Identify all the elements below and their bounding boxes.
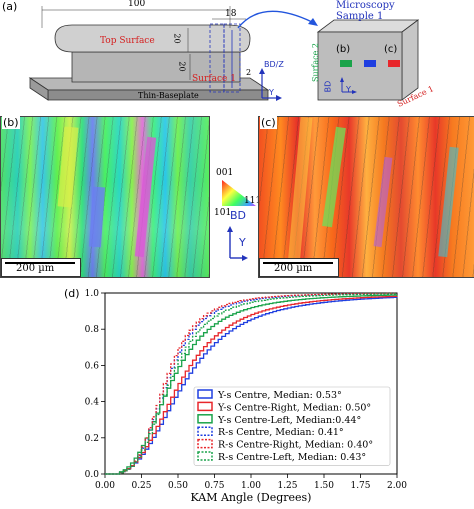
ebsd-map-b	[0, 116, 210, 278]
legend-swatch-4	[197, 426, 213, 436]
y-tick-label: 0.2	[85, 434, 99, 444]
panel-a-label: (a)	[2, 0, 18, 13]
ipf-101: 101	[214, 208, 232, 218]
sample-side	[401, 19, 419, 101]
ipf-axes	[227, 226, 248, 261]
x-tick-label: 1.25	[277, 481, 297, 491]
box-b-label: (b)	[336, 44, 351, 55]
x-tick-label: 0.50	[168, 481, 188, 491]
legend-swatch-1	[197, 389, 213, 399]
marker-green	[340, 60, 352, 67]
legend-box	[193, 386, 391, 466]
dim-width: 20	[172, 33, 182, 44]
marker-blue	[364, 60, 376, 67]
legend-entry-6: R-s Centre-Left, Median: 0.43°	[218, 452, 366, 463]
grain-overlay	[1, 117, 209, 277]
dim-two: 2	[246, 68, 252, 77]
y-tick-label: 0.6	[85, 361, 100, 371]
ipf-001: 001	[216, 168, 234, 178]
panel-d-label: (d)	[64, 287, 80, 300]
dim-length: 100	[128, 0, 146, 9]
bd-rot-label: BD	[323, 80, 333, 93]
legend-entry-4: R-s Centre, Median: 0.41°	[218, 427, 344, 438]
y-small-label: Y	[346, 85, 351, 94]
legend-swatch-6	[197, 451, 213, 461]
grain-cyan-c	[438, 146, 459, 258]
scalebar-b-text: 200 µm	[16, 263, 55, 274]
marker-red	[388, 60, 400, 67]
grain-purple-c	[373, 156, 393, 248]
panel-b-label: (b)	[2, 116, 20, 129]
series-line-1	[105, 296, 398, 475]
dim-height: 20	[177, 61, 187, 72]
microscopy-line2: Sample 1	[336, 11, 384, 22]
ipf-bd: BD	[230, 209, 247, 222]
kam-cdf-chart: 0.00 0.25 0.50 0.75 1.00 1.25 1.50 1.75 2.00 0.0 0…	[85, 289, 408, 504]
series-line-6	[105, 293, 397, 475]
y-tick-label: 0.8	[85, 325, 100, 335]
legend-swatch-2	[197, 401, 213, 412]
x-tick-label: 2.00	[387, 481, 407, 491]
legend-entry-2: Y-s Centre-Right, Median: 0.50°	[217, 402, 371, 413]
microscopy-line1: Microscopy	[336, 0, 395, 11]
ipf-y: Y	[239, 236, 246, 249]
legend-swatch-3	[197, 414, 213, 424]
series-line-2	[105, 295, 398, 475]
legend-entry-1: Y-s Centre, Median: 0.53°	[217, 390, 342, 401]
y-axis-label: Y	[269, 88, 274, 97]
top-surface-label: Top Surface	[100, 36, 155, 46]
x-tick-label: 1.50	[314, 481, 334, 491]
x-axis-label: KAM Angle (Degrees)	[191, 491, 312, 504]
scalebar-c-line	[263, 262, 333, 264]
bdz-label: BD/Z	[264, 60, 284, 69]
ebsd-map-c	[258, 116, 474, 278]
legend-entry-3: Y-s Centre-Left, Median:0.44°	[217, 415, 361, 426]
baseplate-side	[29, 77, 49, 101]
surface1-label: Surface 1	[192, 74, 236, 84]
y-tick-label: 1.0	[85, 289, 100, 299]
link-arrow	[237, 10, 313, 29]
dim-section: 18	[225, 9, 237, 19]
y-tick-label: 0.0	[85, 470, 100, 480]
baseplate-label: Thin-Baseplate	[138, 91, 199, 100]
x-tick-label: 0.75	[204, 481, 224, 491]
x-tick-label: 1.75	[350, 481, 370, 491]
y-tick-label: 0.4	[85, 398, 100, 408]
wall-top	[54, 24, 251, 53]
panel-c-label: (c)	[260, 116, 277, 129]
grain-yellow-c	[287, 117, 313, 268]
ipf-111: 111	[244, 196, 262, 206]
x-tick-label: 0.00	[95, 481, 115, 491]
grain-green-c	[322, 126, 346, 228]
scalebar-b-line	[5, 262, 75, 264]
box-c-label: (c)	[384, 44, 398, 55]
legend-entry-5: R-s Centre-Right, Median: 0.40°	[218, 440, 373, 451]
surface2-label: Surface 2	[311, 42, 321, 83]
scalebar-c-text: 200 µm	[274, 263, 313, 274]
legend-swatch-5	[197, 438, 213, 449]
panel-a-schematic	[28, 6, 420, 101]
x-tick-label: 0.25	[131, 481, 151, 491]
x-tick-label: 1.00	[241, 481, 261, 491]
